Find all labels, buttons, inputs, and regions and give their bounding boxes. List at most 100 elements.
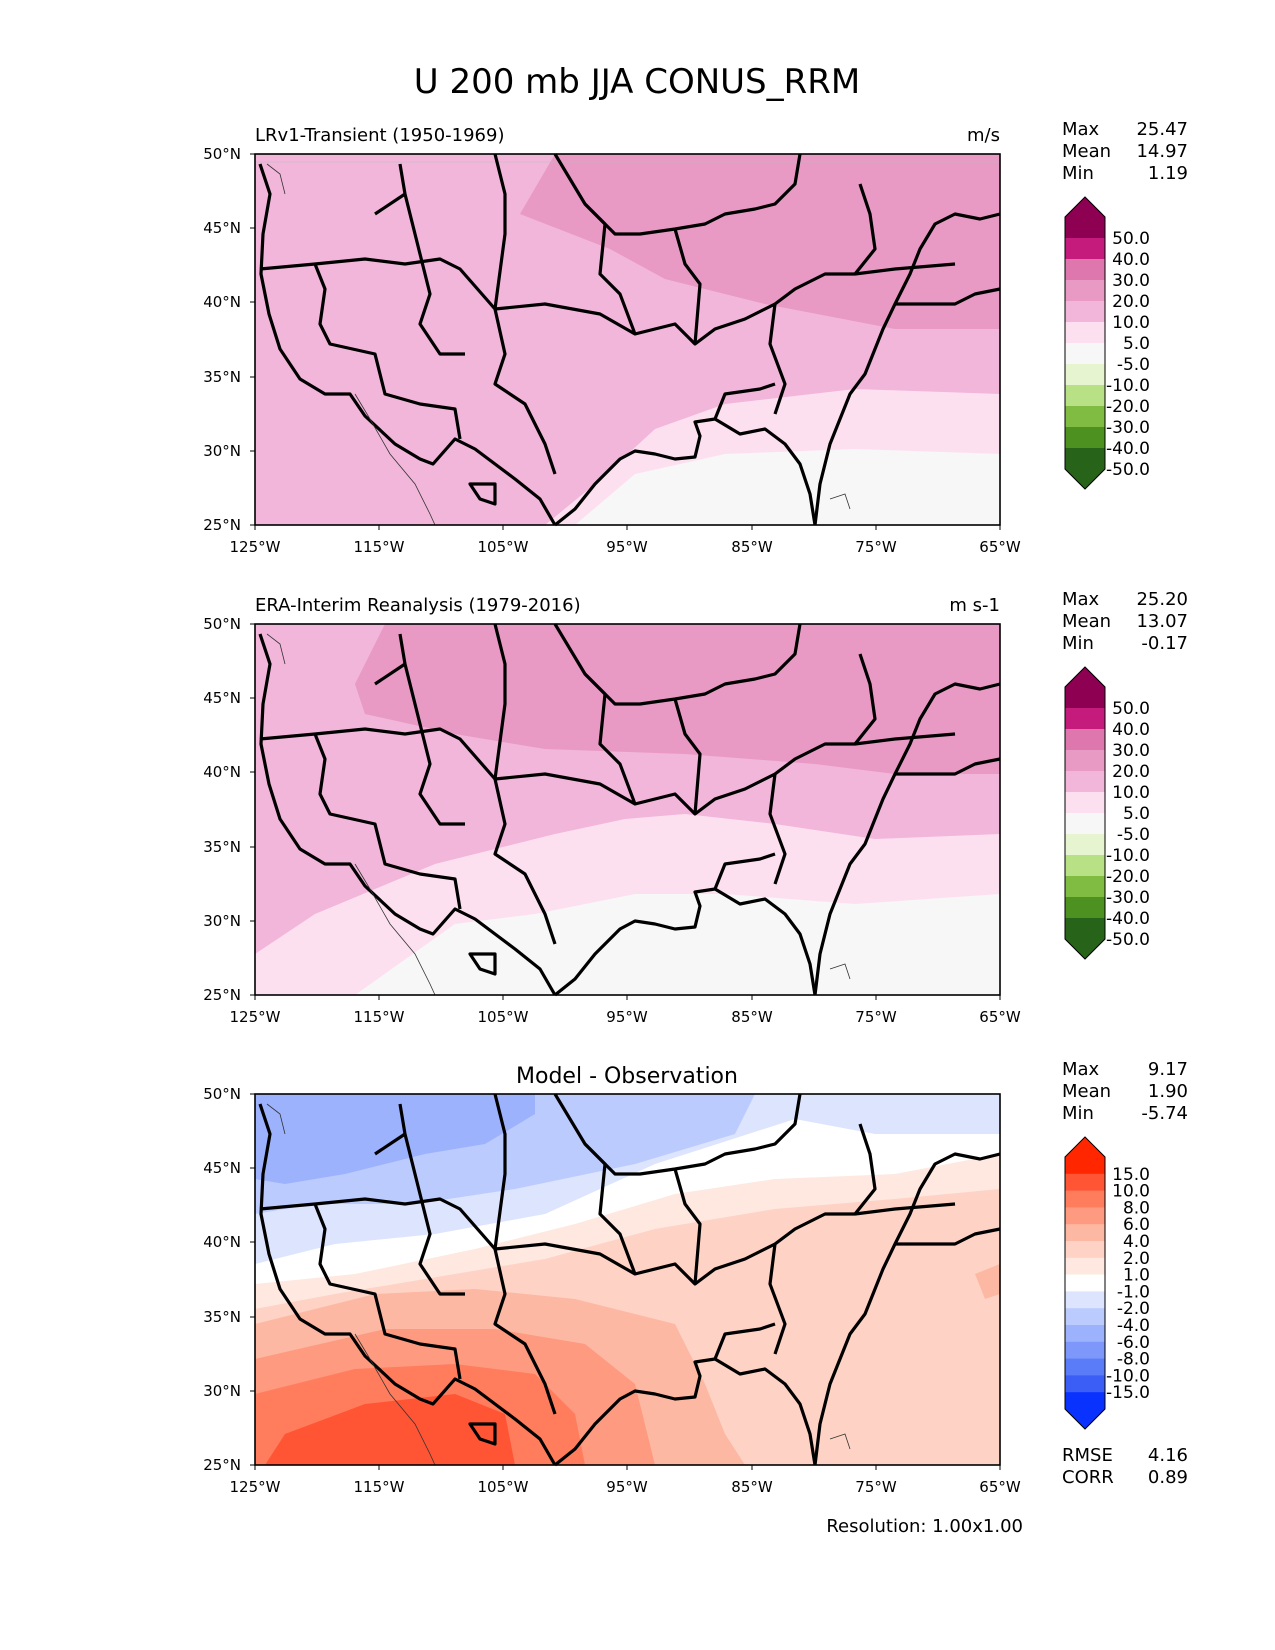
- colorbar-label: 30.0: [1112, 271, 1150, 291]
- lat-tick-label: 40°N: [203, 763, 241, 781]
- colorbar-swatch: [1065, 259, 1105, 281]
- colorbar-label: -4.0: [1117, 1316, 1150, 1336]
- panel-1-left-title: LRv1-Transient (1950-1969): [255, 125, 504, 146]
- colorbar-label: 8.0: [1123, 1198, 1150, 1218]
- colorbar-label: -40.0: [1106, 909, 1150, 929]
- colorbar-swatch: [1065, 427, 1105, 449]
- colorbar-swatch: [1065, 406, 1105, 428]
- lon-tick-label: 85°W: [731, 1478, 773, 1496]
- panel-1-map: [255, 154, 1000, 525]
- colorbar-outline: [1064, 1136, 1106, 1430]
- colorbar-label: 4.0: [1123, 1232, 1150, 1252]
- colorbar-swatch: [1065, 1358, 1105, 1376]
- colorbar-label: 10.0: [1112, 313, 1150, 333]
- colorbar-swatch: [1065, 771, 1105, 793]
- lon-tick-label: 95°W: [606, 1478, 648, 1496]
- panel-2-units: m s-1: [949, 595, 1000, 616]
- lon-tick-label: 95°W: [606, 538, 648, 556]
- lat-tick-label: 50°N: [203, 145, 241, 163]
- colorbar-label: -40.0: [1106, 439, 1150, 459]
- colorbar-label: -30.0: [1106, 888, 1150, 908]
- panel-2-colorbar: 50.040.030.020.010.05.0-5.0-10.0-20.0-30…: [1064, 666, 1150, 960]
- lon-tick-label: 65°W: [979, 538, 1021, 556]
- panel-1-colorbar: 50.040.030.020.010.05.0-5.0-10.0-20.0-30…: [1064, 196, 1150, 490]
- colorbar-label: -30.0: [1106, 418, 1150, 438]
- colorbar-swatch: [1065, 364, 1105, 386]
- stat-mean-label: Mean: [1062, 1081, 1111, 1102]
- panel-1-boundaries: [258, 153, 1001, 527]
- lon-tick-label: 115°W: [354, 538, 405, 556]
- lat-tick-label: 40°N: [203, 1233, 241, 1251]
- colorbar-swatch: [1065, 1375, 1105, 1393]
- colorbar-label: -15.0: [1106, 1383, 1150, 1403]
- stat-mean-label: Mean: [1062, 611, 1111, 632]
- colorbar-extend-max: [1065, 197, 1105, 217]
- panel-3-lat-ticks: 50°N 45°N 40°N 35°N 30°N 25°N: [203, 1085, 255, 1474]
- panel-3-coastlines: [266, 1103, 851, 1466]
- colorbar-label: -10.0: [1106, 846, 1150, 866]
- panel-1-lat-ticks: 50°N 45°N 40°N 35°N 30°N 25°N: [203, 145, 255, 534]
- colorbar-swatch: [1065, 855, 1105, 877]
- stat-max-label: Max: [1062, 1059, 1100, 1080]
- colorbar-label: 15.0: [1112, 1165, 1150, 1185]
- lon-tick-label: 95°W: [606, 1008, 648, 1026]
- lat-tick-label: 35°N: [203, 838, 241, 856]
- lon-tick-label: 105°W: [478, 1478, 529, 1496]
- colorbar-swatch: [1065, 918, 1105, 940]
- colorbar-swatch: [1065, 834, 1105, 856]
- lat-tick-label: 50°N: [203, 615, 241, 633]
- lat-tick-label: 25°N: [203, 986, 241, 1004]
- lat-tick-label: 45°N: [203, 1159, 241, 1177]
- colorbar-label: -6.0: [1117, 1333, 1150, 1353]
- stat-max-value: 25.20: [1136, 589, 1188, 610]
- colorbar-swatch: [1065, 729, 1105, 751]
- lon-tick-label: 125°W: [230, 1008, 281, 1026]
- colorbar-swatch: [1065, 876, 1105, 898]
- colorbar-label: -10.0: [1106, 1366, 1150, 1386]
- colorbar-label: -20.0: [1106, 867, 1150, 887]
- colorbar-swatch: [1065, 1308, 1105, 1326]
- stat-max-label: Max: [1062, 119, 1100, 140]
- lon-tick-label: 105°W: [478, 1008, 529, 1026]
- colorbar-swatch: [1065, 1241, 1105, 1259]
- colorbar-label: 10.0: [1112, 783, 1150, 803]
- resolution-note: Resolution: 1.00x1.00: [826, 1516, 1023, 1537]
- colorbar-label: 1.0: [1123, 1266, 1150, 1286]
- panel-1: 50°N 45°N 40°N 35°N 30°N 25°N 125°W 115°…: [203, 125, 1021, 556]
- colorbar-swatch: [1065, 343, 1105, 365]
- colorbar-swatch: [1065, 1224, 1105, 1242]
- stat-min-value: -0.17: [1141, 633, 1188, 654]
- panel-3-center-title: Model - Observation: [516, 1064, 738, 1089]
- colorbar-swatch: [1065, 1392, 1105, 1410]
- colorbar-swatch: [1065, 750, 1105, 772]
- stat-mean-value: 13.07: [1136, 611, 1188, 632]
- panel-2-boundaries: [258, 623, 1001, 997]
- panel-2: 50°N 45°N 40°N 35°N 30°N 25°N 125°W 115°…: [203, 595, 1021, 1026]
- colorbar-extend-min: [1065, 1409, 1105, 1429]
- panel-3-lon-ticks: 125°W 115°W 105°W 95°W 85°W 75°W 65°W: [230, 1465, 1021, 1496]
- stat-mean-label: Mean: [1062, 141, 1111, 162]
- lat-tick-label: 50°N: [203, 1085, 241, 1103]
- colorbar-label: 2.0: [1123, 1249, 1150, 1269]
- colorbar-extend-min: [1065, 939, 1105, 959]
- colorbar-extend-max: [1065, 1137, 1105, 1157]
- panel-3: 50°N 45°N 40°N 35°N 30°N 25°N 125°W 115°…: [203, 1064, 1021, 1496]
- colorbar-swatch: [1065, 1274, 1105, 1292]
- colorbar-label: 50.0: [1112, 229, 1150, 249]
- panel-2-lon-ticks: 125°W 115°W 105°W 95°W 85°W 75°W 65°W: [230, 995, 1021, 1026]
- colorbar-swatch: [1065, 448, 1105, 470]
- lat-tick-label: 40°N: [203, 293, 241, 311]
- colorbar-swatch: [1065, 322, 1105, 344]
- lat-tick-label: 35°N: [203, 368, 241, 386]
- colorbar-label: 40.0: [1112, 250, 1150, 270]
- panel-3-stats: Max 9.17 Mean 1.90 Min -5.74: [1062, 1059, 1188, 1124]
- colorbar-label: -10.0: [1106, 376, 1150, 396]
- panel-2-coastlines: [266, 633, 851, 996]
- colorbar-swatch: [1065, 897, 1105, 919]
- stat-max-value: 9.17: [1148, 1059, 1188, 1080]
- colorbar-swatch: [1065, 1190, 1105, 1208]
- colorbar-swatch: [1065, 1341, 1105, 1360]
- stat-max-label: Max: [1062, 589, 1100, 610]
- panel-2-lat-ticks: 50°N 45°N 40°N 35°N 30°N 25°N: [203, 615, 255, 1004]
- lon-tick-label: 85°W: [731, 1008, 773, 1026]
